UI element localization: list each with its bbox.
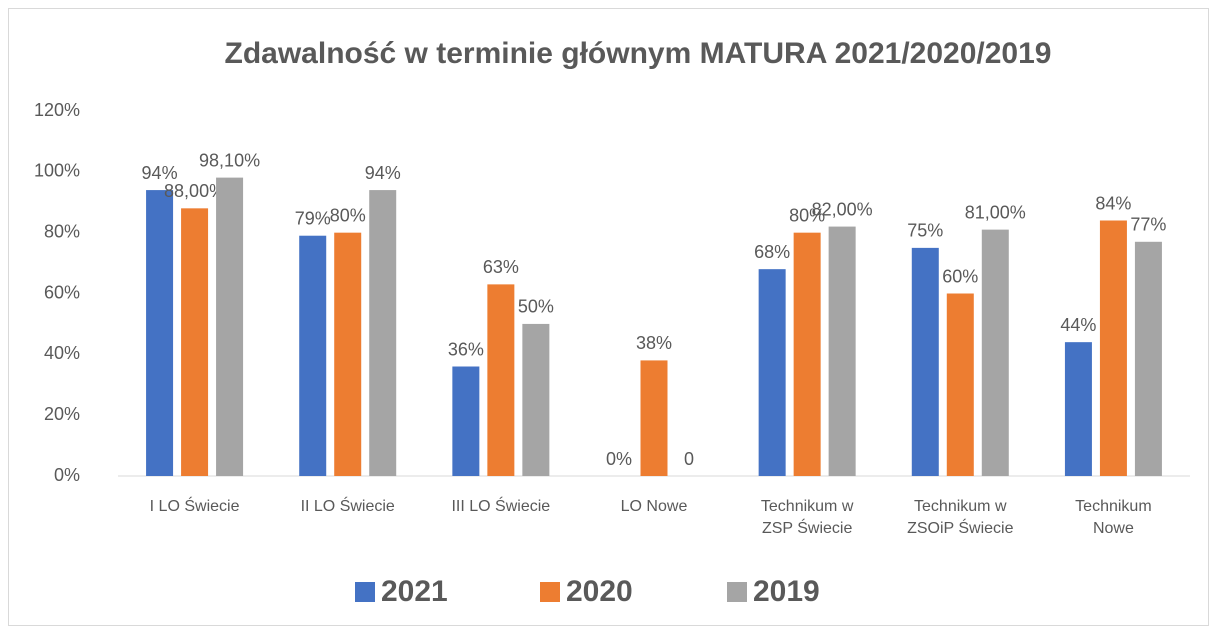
bar bbox=[981, 229, 1009, 476]
data-label: 0 bbox=[684, 449, 694, 469]
data-label: 98,10% bbox=[199, 150, 260, 170]
chart-title: Zdawalność w terminie głównym MATURA 202… bbox=[225, 37, 1052, 70]
bar bbox=[946, 293, 974, 476]
data-label: 60% bbox=[942, 266, 978, 286]
bar bbox=[640, 360, 668, 476]
legend-swatch bbox=[727, 582, 747, 602]
data-label: 79% bbox=[295, 208, 331, 228]
data-label: 68% bbox=[754, 242, 790, 262]
bar bbox=[369, 190, 397, 477]
bar bbox=[911, 247, 939, 476]
bar bbox=[452, 366, 480, 476]
y-tick-label: 80% bbox=[44, 221, 80, 241]
data-label: 77% bbox=[1130, 215, 1166, 235]
bar bbox=[522, 323, 550, 476]
data-label: 75% bbox=[907, 221, 943, 241]
data-label: 0% bbox=[606, 449, 632, 469]
bar bbox=[216, 177, 244, 477]
x-tick-label: II LO Świecie bbox=[300, 498, 395, 515]
bar bbox=[181, 208, 209, 477]
legend-label: 2019 bbox=[753, 575, 820, 608]
data-label: 84% bbox=[1095, 193, 1131, 213]
y-tick-label: 120% bbox=[34, 100, 80, 120]
x-tick-label: LO Nowe bbox=[620, 498, 688, 515]
x-tick-label: Technikum w ZSOiP Świecie bbox=[907, 498, 1014, 537]
legend-label: 2021 bbox=[381, 575, 448, 608]
data-label: 80% bbox=[330, 205, 366, 225]
legend-label: 2020 bbox=[566, 575, 633, 608]
bar bbox=[299, 235, 327, 476]
data-label: 81,00% bbox=[965, 202, 1026, 222]
data-label: 63% bbox=[483, 257, 519, 277]
bar bbox=[146, 190, 174, 477]
data-label: 44% bbox=[1060, 315, 1096, 335]
data-label: 94% bbox=[142, 163, 178, 183]
data-label: 38% bbox=[636, 333, 672, 353]
y-tick-label: 100% bbox=[34, 161, 80, 181]
bar bbox=[334, 232, 362, 476]
x-tick-label: III LO Świecie bbox=[451, 498, 551, 515]
y-tick-label: 20% bbox=[44, 404, 80, 424]
y-tick-label: 60% bbox=[44, 282, 80, 302]
bar bbox=[487, 284, 515, 476]
bar bbox=[1064, 342, 1092, 476]
data-label: 94% bbox=[365, 163, 401, 183]
x-tick-label: Technikum w ZSP Świecie bbox=[760, 498, 854, 537]
bar bbox=[828, 226, 856, 476]
bar bbox=[1099, 220, 1127, 476]
legend-swatch bbox=[540, 582, 560, 602]
y-tick-label: 40% bbox=[44, 343, 80, 363]
bar bbox=[793, 232, 821, 476]
data-label: 82,00% bbox=[812, 199, 873, 219]
data-label: 88,00% bbox=[164, 181, 225, 201]
bar bbox=[758, 269, 786, 476]
x-tick-label: I LO Świecie bbox=[149, 498, 240, 515]
legend-swatch bbox=[355, 582, 375, 602]
y-tick-label: 0% bbox=[54, 465, 80, 485]
x-tick-label: Technikum Nowe bbox=[1075, 498, 1152, 537]
bar bbox=[1134, 241, 1162, 476]
data-label: 50% bbox=[518, 297, 554, 317]
data-label: 80% bbox=[789, 205, 825, 225]
data-label: 36% bbox=[448, 339, 484, 359]
